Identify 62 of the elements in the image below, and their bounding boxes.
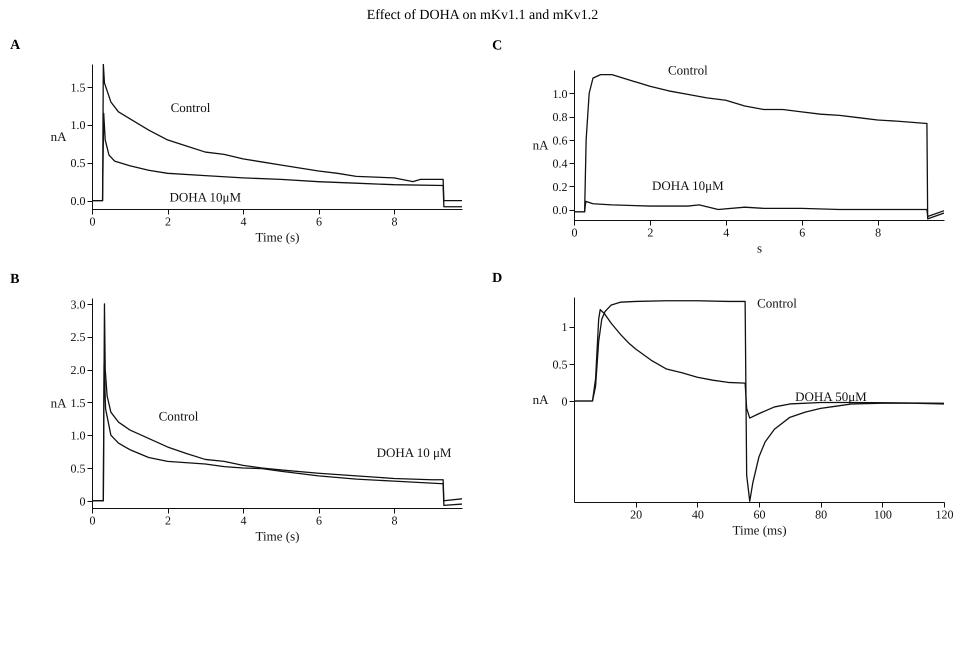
series-label: Control — [668, 62, 708, 78]
chart-subtitle: A — [10, 38, 22, 53]
x-tick-label: 4 — [723, 226, 730, 240]
x-tick-label: 80 — [815, 508, 828, 522]
x-tick-label: 2 — [647, 226, 654, 240]
x-axis-title: s — [756, 240, 762, 256]
x-tick-label: 4 — [240, 514, 247, 528]
x-axis-title: Time (ms) — [732, 522, 787, 538]
y-tick-label: 1.0 — [70, 118, 86, 132]
y-tick-label: 0.2 — [552, 180, 568, 194]
series-label: Control — [170, 100, 211, 116]
y-tick-label: 0.0 — [552, 203, 568, 218]
y-tick-label: 1 — [562, 320, 568, 334]
chart-title: C — [492, 38, 502, 54]
chart-title: B — [10, 272, 20, 287]
x-tick-label: 6 — [799, 226, 806, 240]
y-tick-label: 0.5 — [70, 461, 86, 476]
y-tick-label: 0.4 — [552, 156, 568, 171]
y-tick-label: 0.8 — [552, 110, 568, 124]
x-tick-label: 20 — [630, 508, 642, 522]
x-axis-title: Time (s) — [256, 528, 300, 544]
x-tick-label: 2 — [165, 514, 172, 528]
y-tick-label: 1.0 — [70, 428, 86, 443]
chart-title: Effect of DOHA on mKv1.1 and mKv1.2 — [366, 7, 600, 25]
series-label: Control — [158, 408, 199, 424]
x-tick-label: 120 — [936, 508, 954, 522]
x-tick-label: 8 — [392, 214, 398, 228]
y-axis-title: nA — [532, 392, 550, 407]
y-axis-title: nA — [50, 396, 68, 410]
x-tick-label: 0 — [90, 214, 96, 228]
y-tick-label: 0.0 — [70, 194, 86, 208]
y-tick-label: 1.0 — [552, 86, 568, 101]
y-axis-title: nA — [532, 138, 550, 152]
x-tick-label: 100 — [874, 508, 892, 522]
x-axis-title: Time (s) — [256, 230, 300, 244]
series-label: DOHA 10 μM — [376, 445, 452, 460]
x-tick-label: 8 — [392, 514, 398, 528]
series-label: DOHA 50μM — [795, 389, 868, 404]
x-tick-label: 6 — [316, 214, 322, 228]
x-tick-label: 4 — [240, 214, 247, 228]
x-tick-label: 0 — [90, 514, 96, 528]
y-tick-label: 0.5 — [552, 357, 568, 372]
y-tick-label: 0.5 — [70, 156, 86, 170]
y-tick-label: 2.0 — [70, 363, 86, 378]
x-tick-label: 6 — [316, 514, 322, 528]
y-tick-label: 0 — [80, 494, 86, 508]
x-tick-label: 60 — [754, 508, 766, 522]
x-tick-label: 2 — [165, 214, 172, 228]
y-tick-label: 2.5 — [70, 330, 86, 344]
x-tick-label: 0 — [572, 226, 578, 240]
y-tick-label: 0.6 — [552, 133, 568, 148]
y-tick-label: 0 — [562, 394, 568, 408]
series-label: Control — [757, 295, 798, 310]
y-tick-label: 1.5 — [70, 396, 86, 410]
y-tick-label: 3.0 — [70, 297, 86, 312]
x-tick-label: 40 — [692, 508, 704, 522]
y-tick-label: 1.5 — [70, 80, 86, 94]
series-label: DOHA 10μM — [169, 190, 242, 205]
y-axis-title: nA — [50, 129, 68, 144]
chart-title: D — [492, 271, 502, 286]
x-tick-label: 8 — [875, 226, 882, 240]
series-label: DOHA 10μM — [652, 178, 724, 194]
